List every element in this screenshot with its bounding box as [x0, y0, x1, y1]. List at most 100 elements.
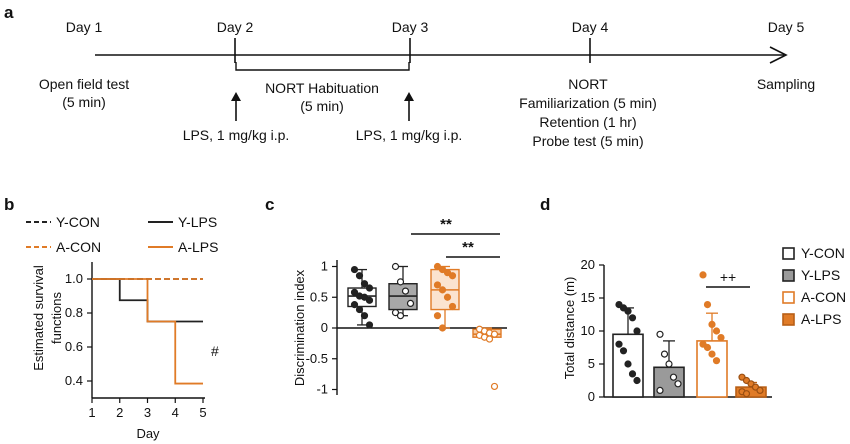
- data-point-y-lps: [660, 350, 669, 358]
- data-point-a-con: [708, 320, 716, 328]
- data-point-y-con: [628, 314, 637, 322]
- legend-label-a-lps: A-LPS: [178, 239, 218, 255]
- habituation-label: NORT Habituation: [265, 80, 379, 96]
- data-point-y-con: [365, 321, 374, 329]
- open-field-duration: (5 min): [62, 94, 106, 110]
- data-point-a-lps: [485, 335, 494, 343]
- sig-label-2: **: [462, 239, 474, 256]
- day-label-2: Day 2: [217, 19, 254, 35]
- habituation-duration: (5 min): [300, 98, 344, 114]
- retention-label: Retention (1 hr): [539, 114, 636, 130]
- data-point-a-con: [448, 272, 457, 280]
- data-point-a-lps: [490, 382, 499, 391]
- distance-ytick-label: 15: [581, 290, 595, 305]
- discrimination-ylabel: Discrimination index: [292, 269, 307, 386]
- survival-xtick-label: 3: [144, 405, 151, 420]
- panel-c: c Discrimination index -1 -0.5 0 0.5 1 ** **: [265, 195, 507, 397]
- panel-d: d Total distance (m) 0 5 10 15 20 ++ Y-CONY-…: [540, 195, 846, 404]
- lps-label-day3: LPS, 1 mg/kg i.p.: [356, 127, 463, 143]
- survival-ytick-label: 0.6: [65, 339, 83, 354]
- distance-legend: Y-CON Y-LPS A-CON A-LPS: [782, 245, 846, 327]
- data-point-a-con: [448, 302, 457, 311]
- data-point-y-con: [633, 376, 641, 385]
- open-field-label: Open field test: [39, 76, 129, 92]
- survival-significance-mark: #: [211, 343, 219, 359]
- day-label-5: Day 5: [768, 19, 805, 35]
- timeline-arrowhead: [769, 46, 788, 64]
- discrimination-ytick-label: -0.5: [306, 351, 328, 366]
- data-point-a-con: [443, 293, 452, 301]
- sig-label-distance: ++: [720, 269, 736, 285]
- survival-ylabel-line2: functions: [49, 291, 64, 344]
- data-point-y-con: [360, 312, 369, 320]
- data-point-a-con: [708, 350, 716, 358]
- survival-xlabel: Day: [136, 426, 160, 441]
- data-point-y-con: [350, 265, 359, 274]
- data-point-y-lps: [396, 278, 405, 286]
- data-point-y-con: [619, 347, 628, 355]
- discrimination-ytick-label: -1: [316, 382, 328, 397]
- data-point-a-lps: [756, 386, 764, 394]
- day-label-4: Day 4: [572, 19, 609, 35]
- panel-a: a Day 1 Day 2 Day 3 Day 4 Day 5 Open fie…: [4, 3, 815, 149]
- data-point-a-con: [699, 271, 707, 279]
- discrimination-ytick-label: 1: [321, 259, 328, 274]
- data-point-y-lps: [656, 330, 664, 338]
- survival-ytick-label: 1.0: [65, 271, 83, 286]
- data-point-y-lps: [396, 312, 405, 320]
- survival-ytick-label: 0.8: [65, 305, 83, 320]
- data-point-a-con: [433, 281, 442, 289]
- bar-a-con: [696, 340, 728, 398]
- data-point-a-con: [717, 334, 725, 342]
- data-point-y-con: [365, 296, 374, 304]
- data-point-y-con: [624, 360, 632, 368]
- distance-ytick-label: 0: [588, 389, 595, 404]
- data-point-y-con: [350, 288, 359, 296]
- legend-label-y-lps: Y-LPS: [178, 214, 217, 230]
- data-point-y-con: [360, 280, 369, 288]
- data-point-y-con: [633, 327, 641, 335]
- survival-curve-a-lps: [92, 278, 203, 385]
- data-point-y-lps: [406, 299, 415, 307]
- data-point-a-con: [703, 301, 712, 309]
- legend-text-y-lps: Y-LPS: [801, 267, 840, 283]
- panel-b: b Y-CON Y-LPS A-CON A-LPS 1 2 3 4 5 0.4 0.6 0.8 1.0…: [4, 195, 219, 441]
- data-point-y-con: [624, 307, 632, 315]
- data-point-y-lps: [401, 287, 410, 295]
- data-point-y-lps: [656, 386, 664, 394]
- data-point-y-con: [350, 301, 359, 309]
- survival-xtick-label: 5: [199, 405, 206, 420]
- survival-xtick-label: 4: [172, 405, 179, 420]
- legend-label-y-con: Y-CON: [56, 214, 100, 230]
- data-point-a-con: [438, 286, 447, 294]
- data-point-y-con: [365, 284, 374, 292]
- data-point-a-lps: [490, 330, 499, 338]
- sampling-label: Sampling: [757, 76, 815, 92]
- legend-label-a-con: A-CON: [56, 239, 101, 255]
- distance-ylabel: Total distance (m): [562, 277, 577, 380]
- data-point-a-con: [712, 327, 721, 335]
- panel-letter-a: a: [4, 3, 14, 22]
- panel-letter-d: d: [540, 195, 550, 214]
- distance-ytick-label: 20: [581, 257, 595, 272]
- distance-ytick-label: 5: [588, 356, 595, 371]
- lps-arrowhead-day2: [231, 92, 241, 101]
- data-point-a-con: [443, 269, 452, 277]
- survival-legend: Y-CON Y-LPS A-CON A-LPS: [26, 214, 218, 255]
- distance-ytick-label: 10: [581, 323, 595, 338]
- discrimination-ytick-label: 0.5: [310, 289, 328, 304]
- habituation-bracket: [235, 62, 410, 71]
- data-point-y-lps: [669, 373, 678, 381]
- data-point-y-lps: [391, 309, 400, 317]
- data-point-a-con: [433, 262, 442, 271]
- survival-ylabel-line1: Estimated survival: [31, 265, 46, 371]
- data-point-y-lps: [391, 262, 400, 271]
- legend-swatch-a-lps: [782, 313, 795, 326]
- data-point-y-lps: [665, 360, 673, 368]
- data-point-a-con: [438, 265, 447, 274]
- data-point-a-con: [712, 357, 721, 365]
- survival-xtick-label: 2: [116, 405, 123, 420]
- data-point-y-con: [628, 370, 637, 378]
- data-point-a-lps: [742, 390, 751, 398]
